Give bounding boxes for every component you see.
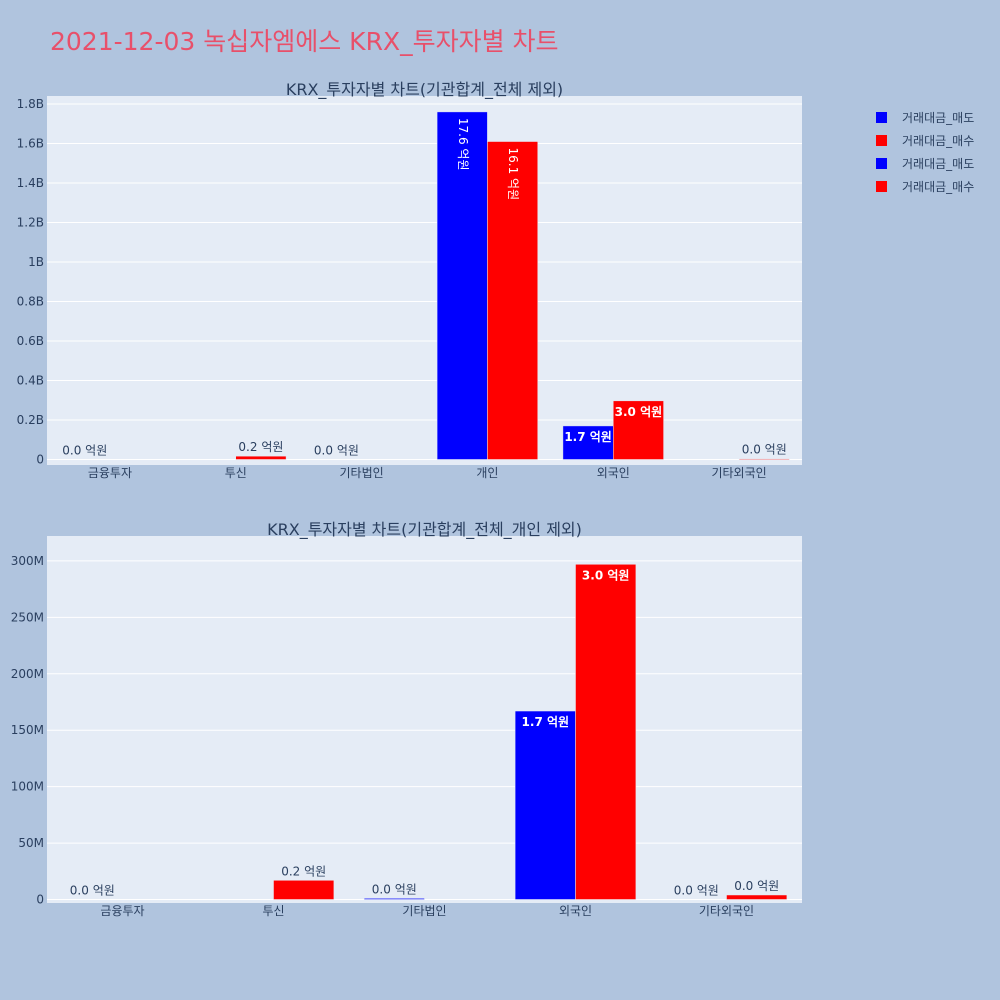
x-tick-label: 금융투자 — [100, 904, 144, 918]
y-tick-label: 0.8B — [17, 295, 44, 309]
data-label: 0.2 억원 — [238, 440, 283, 454]
y-tick-label: 0 — [36, 893, 44, 907]
y-tick-label: 300M — [11, 554, 44, 568]
bar — [363, 898, 425, 900]
x-tick-label: 기타외국인 — [699, 904, 754, 918]
bar — [726, 894, 788, 900]
plot-area — [47, 536, 802, 903]
data-label: 0.0 억원 — [62, 444, 107, 458]
x-tick-label: 투신 — [225, 466, 247, 480]
x-tick-label: 투신 — [262, 904, 284, 918]
legend-label: 거래대금_매도 — [902, 157, 975, 171]
data-label: 17.6 억원 — [456, 118, 470, 171]
legend-item[interactable]: 거래대금_매도 — [876, 152, 974, 175]
y-tick-label: 1.8B — [17, 97, 44, 111]
y-tick-label: 150M — [11, 723, 44, 737]
legend-swatch — [876, 181, 887, 192]
y-tick-label: 100M — [11, 780, 44, 794]
legend-item[interactable]: 거래대금_매수 — [876, 129, 974, 152]
x-tick-label: 외국인 — [597, 466, 630, 480]
legend-swatch — [876, 158, 887, 169]
plot-area — [47, 96, 802, 465]
legend-label: 거래대금_매수 — [902, 180, 975, 194]
x-tick-label: 기타외국인 — [711, 466, 766, 480]
bar — [575, 564, 637, 900]
y-tick-label: 1.4B — [17, 176, 44, 190]
bar — [514, 710, 576, 900]
bar — [436, 111, 488, 460]
chart-1: 0 0.2B 0.4B 0.6B 0.8B 1B 1.2B 1.4B 1.6B 1.8B KRX_투… — [17, 80, 802, 480]
page-title: 2021-12-03 녹십자엠에스 KRX_투자자별 차트 — [50, 27, 559, 56]
bar — [487, 141, 538, 460]
chart-title: KRX_투자자별 차트(기관합계_전체 제외) — [286, 80, 563, 100]
data-label: 0.2 억원 — [281, 864, 326, 878]
bar — [738, 458, 790, 460]
legend-item[interactable]: 거래대금_매수 — [876, 175, 974, 198]
y-tick-label: 1.6B — [17, 137, 44, 151]
y-tick-label: 0.4B — [17, 374, 44, 388]
x-tick-label: 외국인 — [559, 904, 592, 918]
y-tick-label: 50M — [18, 836, 44, 850]
data-label: 16.1 억원 — [506, 148, 520, 201]
legend: 거래대금_매도 거래대금_매수 거래대금_매도 거래대금_매수 — [876, 106, 974, 198]
bar — [235, 455, 287, 460]
legend-label: 거래대금_매수 — [902, 134, 975, 148]
data-label: 1.7 억원 — [564, 430, 612, 444]
data-label: 1.7 억원 — [522, 715, 570, 729]
chart-title: KRX_투자자별 차트(기관합계_전체_개인 제외) — [267, 520, 582, 540]
data-label: 0.0 억원 — [70, 884, 115, 898]
legend-swatch — [876, 112, 887, 123]
legend-label: 거래대금_매도 — [902, 111, 975, 125]
data-label: 0.0 억원 — [314, 444, 359, 458]
data-label: 0.0 억원 — [734, 879, 779, 893]
data-label: 0.0 억원 — [742, 443, 787, 457]
x-tick-label: 금융투자 — [88, 466, 132, 480]
data-label: 3.0 억원 — [582, 568, 630, 582]
x-tick-label: 기타법인 — [402, 904, 446, 918]
legend-swatch — [876, 135, 887, 146]
chart-2: 0 50M 100M 150M 200M 250M 300M KRX_투자자별 차트(기관합계… — [11, 520, 802, 918]
y-tick-label: 200M — [11, 667, 44, 681]
y-tick-label: 0 — [36, 453, 44, 467]
y-tick-label: 0.2B — [17, 413, 44, 427]
data-label: 0.0 억원 — [372, 882, 417, 896]
bar — [562, 425, 614, 460]
bar — [613, 400, 664, 460]
x-tick-label: 개인 — [476, 466, 498, 480]
y-tick-label: 250M — [11, 610, 44, 624]
x-tick-label: 기타법인 — [339, 466, 383, 480]
y-tick-label: 1B — [28, 255, 44, 269]
data-label: 3.0 억원 — [615, 405, 663, 419]
y-tick-label: 1.2B — [17, 216, 44, 230]
y-tick-label: 0.6B — [17, 334, 44, 348]
legend-item[interactable]: 거래대금_매도 — [876, 106, 974, 129]
data-label: 0.0 억원 — [674, 884, 719, 898]
bar — [273, 880, 335, 900]
